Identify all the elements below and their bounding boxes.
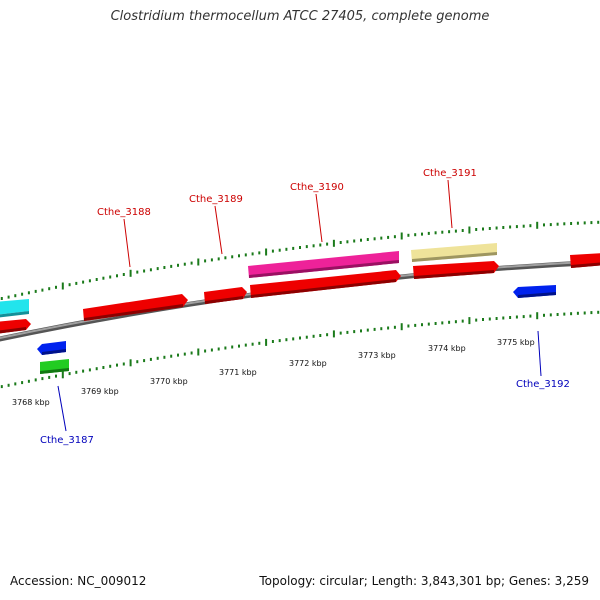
gene-cthe-3187-green[interactable]	[40, 359, 69, 374]
gene-cthe-3187-blue[interactable]	[37, 341, 66, 355]
page-title: Clostridium thermocellum ATCC 27405, com…	[110, 9, 490, 24]
kbp-label: 3768 kbp	[12, 398, 50, 407]
gene-cthe-3190[interactable]	[250, 270, 401, 298]
genome-backbone	[0, 259, 600, 342]
gene-cthe-3189[interactable]	[204, 287, 247, 304]
gene-label-cthe-3190[interactable]: Cthe_3190	[290, 182, 344, 193]
gene-cthe-3190-pink[interactable]	[248, 251, 399, 278]
gene-cthe-3192[interactable]	[513, 285, 556, 298]
gene-label-cthe-3188[interactable]: Cthe_3188	[97, 207, 151, 218]
leader-line-cthe-3192	[537, 330, 542, 377]
gene-cthe-3191[interactable]	[413, 261, 499, 279]
kbp-label: 3769 kbp	[81, 387, 119, 396]
gene-label-cthe-3192[interactable]: Cthe_3192	[516, 379, 570, 390]
kbp-label: 3770 kbp	[150, 377, 188, 386]
accession-text: Accession: NC_009012	[10, 574, 147, 588]
gene-cthe-3188[interactable]	[83, 294, 188, 321]
gene-partial-red-left[interactable]	[0, 319, 31, 334]
gene-label-cthe-3187[interactable]: Cthe_3187	[40, 435, 94, 446]
gene-cthe-3191-khaki[interactable]	[411, 243, 497, 262]
gene-label-cthe-3189[interactable]: Cthe_3189	[189, 194, 243, 205]
gene-label-cthe-3191[interactable]: Cthe_3191	[423, 168, 477, 179]
leader-line-cthe-3190	[315, 193, 323, 243]
kbp-label: 3771 kbp	[219, 368, 257, 377]
kbp-label: 3774 kbp	[428, 344, 466, 353]
gene-cthe-3187-partial-cyan[interactable]	[0, 299, 29, 318]
leader-line-cthe-3189	[214, 205, 223, 255]
reverse-tick-row	[0, 310, 600, 389]
leader-line-cthe-3191	[447, 179, 453, 229]
leader-line-cthe-3187	[57, 385, 67, 432]
kbp-label: 3773 kbp	[358, 351, 396, 360]
topology-text: Topology: circular; Length: 3,843,301 bp…	[259, 574, 589, 588]
gene-partial-red-right[interactable]	[570, 253, 600, 268]
forward-tick-row	[0, 220, 600, 300]
kbp-label: 3775 kbp	[497, 338, 535, 347]
leader-line-cthe-3188	[123, 218, 131, 268]
kbp-label: 3772 kbp	[289, 359, 327, 368]
